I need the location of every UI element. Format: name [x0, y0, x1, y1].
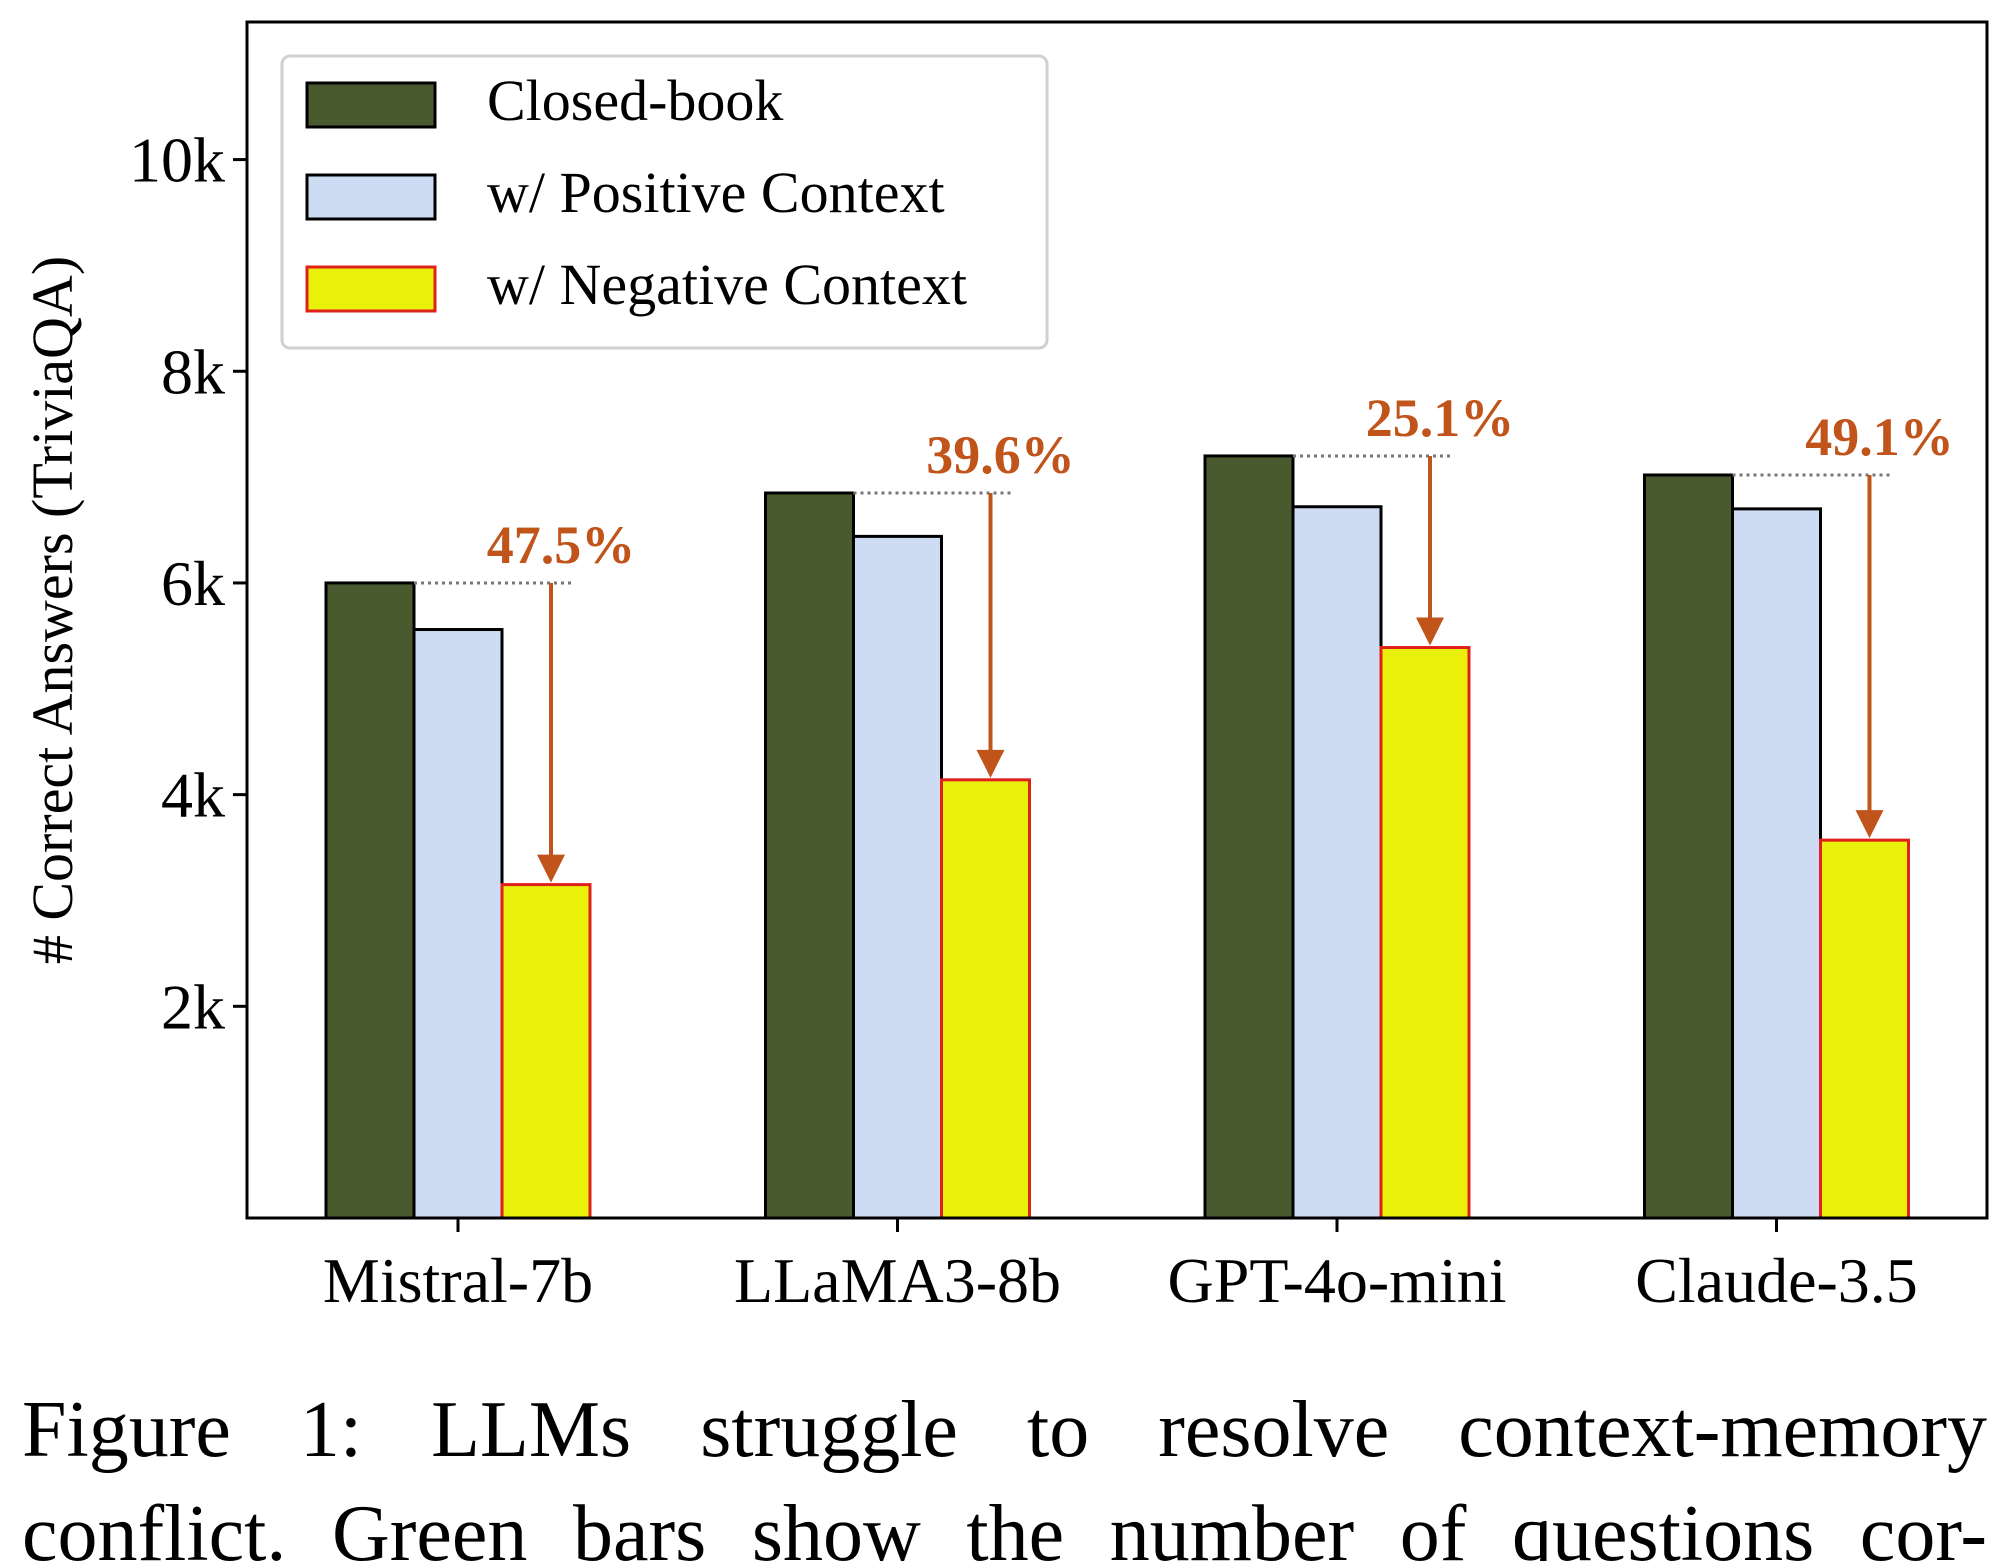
drop-percent-label: 25.1% — [1366, 388, 1515, 448]
bar-llama3-8b-series-1 — [764, 491, 855, 1220]
bars-layer — [324, 454, 1910, 1220]
bar-llama3-8b-series-3 — [940, 778, 1031, 1220]
legend: Closed-book w/ Positive Context w/ Negativ… — [280, 54, 1049, 350]
x-tick-label: Claude-3.5 — [1635, 1245, 1918, 1316]
bar-claude-3-5-series-3 — [1819, 838, 1910, 1220]
x-tick-label: Mistral-7b — [323, 1245, 593, 1316]
bar-llama3-8b-series-2 — [852, 534, 943, 1220]
bar-claude-3-5-series-2 — [1731, 507, 1822, 1220]
bar-mistral-7b-series-1 — [324, 581, 416, 1220]
bar-gpt-4o-mini-series-3 — [1379, 646, 1471, 1220]
legend-label-2: w/ Positive Context — [487, 160, 945, 225]
x-tick-label: LLaMA3-8b — [734, 1245, 1061, 1316]
legend-swatch-1 — [305, 81, 437, 129]
bar-mistral-7b-series-2 — [412, 628, 504, 1220]
drop-arrow-head — [537, 854, 565, 883]
bar-gpt-4o-mini-series-2 — [1291, 505, 1383, 1220]
drop-percent-label: 47.5% — [487, 515, 636, 575]
plot-frame — [245, 20, 1989, 1220]
drop-arrow-head — [1855, 810, 1884, 839]
drop-percent-label: 39.6% — [926, 425, 1075, 485]
axes: Mistral-7b LLaMA3-8b GPT-4o-mini Claude-3.5… — [129, 125, 1918, 1316]
bar-chart: 47.5% 39.6% 25.1% 49.1% Mistral-7b LLaMA3-8b… — [20, 20, 1989, 1316]
bar-mistral-7b-series-3 — [500, 883, 592, 1220]
caption-line-2: conflict. Green bars show the number of … — [22, 1490, 1987, 1561]
drop-arrow-head — [1416, 617, 1444, 646]
y-axis-label: # Correct Answers (TriviaQA) — [20, 256, 85, 964]
x-tick-label: GPT-4o-mini — [1168, 1245, 1507, 1316]
y-tick-label: 2k — [161, 971, 225, 1042]
legend-swatch-3 — [305, 265, 437, 313]
bar-gpt-4o-mini-series-1 — [1203, 454, 1295, 1220]
y-tick-label: 6k — [161, 548, 225, 619]
legend-swatch-2 — [305, 173, 437, 221]
y-tick-label: 4k — [161, 760, 225, 831]
legend-box — [280, 54, 1049, 350]
drop-percent-label: 49.1% — [1805, 407, 1954, 467]
y-tick-label: 8k — [161, 336, 225, 407]
figure-caption: Figure 1: LLMs struggle to resolve conte… — [22, 1378, 1987, 1561]
caption-line-1: Figure 1: LLMs struggle to resolve conte… — [22, 1386, 1987, 1474]
y-tick-label: 10k — [129, 125, 225, 196]
drop-annotations: 47.5% 39.6% 25.1% 49.1% — [414, 388, 1954, 883]
legend-label-3: w/ Negative Context — [487, 252, 967, 317]
bar-claude-3-5-series-1 — [1643, 473, 1734, 1220]
legend-label-1: Closed-book — [487, 68, 783, 133]
drop-arrow-head — [976, 749, 1005, 778]
